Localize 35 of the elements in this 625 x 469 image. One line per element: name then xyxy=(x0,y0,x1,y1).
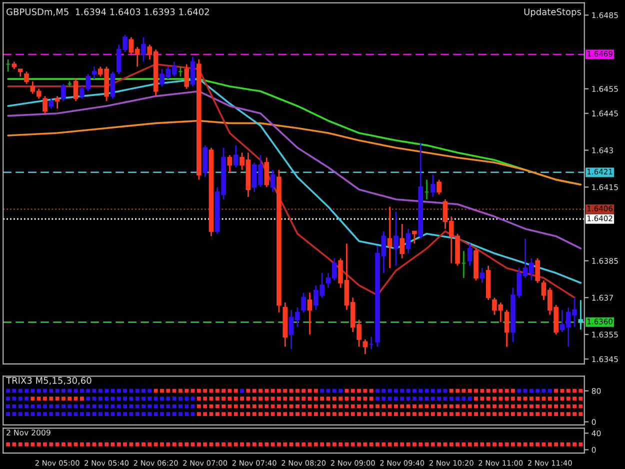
candlestick xyxy=(362,338,368,355)
annotation: UpdateStops xyxy=(524,8,582,17)
candlestick xyxy=(578,299,584,330)
candlestick xyxy=(307,292,312,336)
candlestick xyxy=(535,258,540,284)
candlestick xyxy=(400,223,405,259)
line-series xyxy=(7,90,582,250)
candlestick xyxy=(436,179,442,196)
candlestick xyxy=(92,66,97,80)
candlestick xyxy=(387,206,392,269)
line-series xyxy=(7,120,582,186)
candlestick xyxy=(406,228,411,254)
candlestick xyxy=(264,156,270,188)
candlestick xyxy=(430,174,436,198)
candlestick xyxy=(467,242,472,266)
candlestick xyxy=(227,154,232,174)
candlestick xyxy=(190,56,196,88)
candlestick xyxy=(141,36,146,62)
candlestick xyxy=(270,169,276,193)
candlestick xyxy=(42,95,48,114)
candlestick xyxy=(504,309,510,348)
candlestick xyxy=(48,98,54,110)
candlestick xyxy=(54,95,60,110)
candlestick xyxy=(233,144,238,168)
candlestick xyxy=(412,230,417,244)
chart-title: TRIX3 M5,15,30,60 xyxy=(6,377,92,385)
candlestick xyxy=(24,70,29,85)
candlestick xyxy=(73,78,78,102)
candlestick xyxy=(301,292,306,314)
text: GBPUSDm,M5 1.6394 1.6403 1.6393 1.6402 xyxy=(6,8,209,16)
candlestick xyxy=(110,70,116,100)
candlestick xyxy=(61,83,66,102)
candlestick xyxy=(184,64,190,90)
candlestick xyxy=(480,267,485,284)
candlestick xyxy=(394,210,398,266)
